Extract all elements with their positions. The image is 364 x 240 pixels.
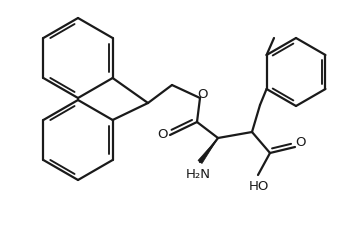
Text: O: O xyxy=(198,88,208,101)
Polygon shape xyxy=(198,138,218,163)
Text: O: O xyxy=(296,137,306,150)
Text: HO: HO xyxy=(249,180,269,193)
Text: O: O xyxy=(157,128,167,142)
Text: H₂N: H₂N xyxy=(186,168,210,180)
